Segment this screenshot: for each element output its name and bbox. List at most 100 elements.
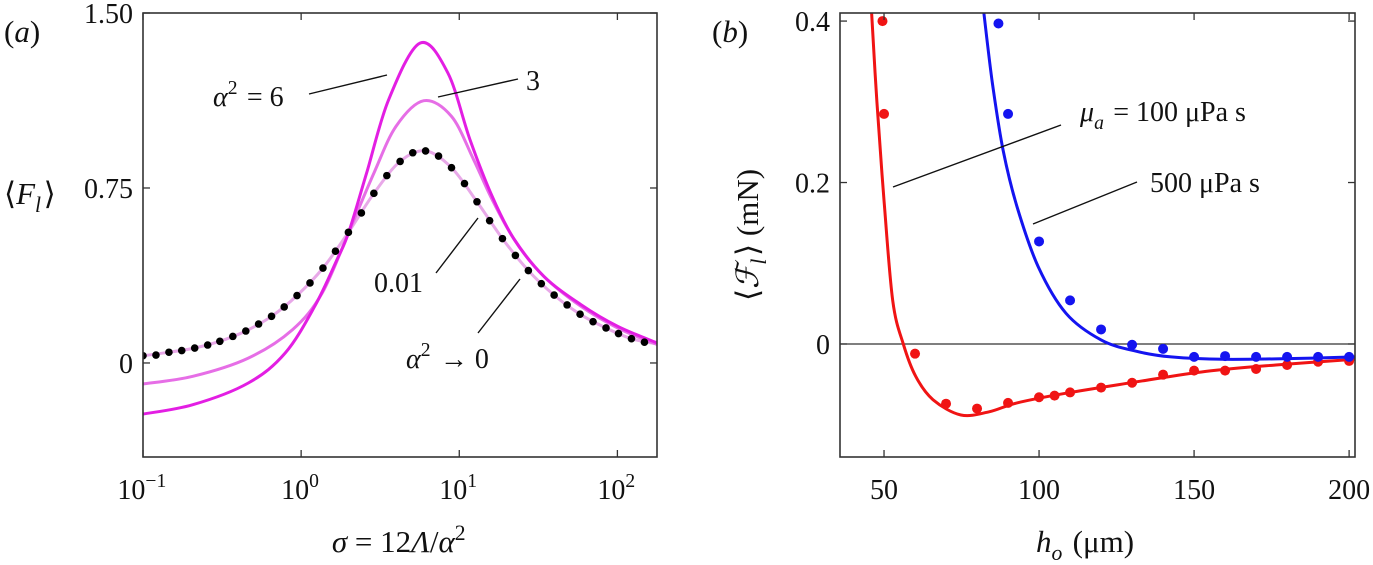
- y-tick-label: 0.2: [795, 169, 830, 200]
- annotation-alpha001: 0.01: [374, 268, 423, 299]
- data-point: [447, 163, 456, 172]
- data-point: [524, 266, 533, 275]
- data-point: [589, 317, 597, 326]
- data-point: [473, 197, 481, 206]
- annotation-leader-mu500: [1032, 181, 1138, 225]
- panel-a-plot-area: [143, 40, 657, 416]
- x-tick-label: 100: [1018, 475, 1060, 506]
- series-points-500-pa-s-data: [993, 18, 1355, 362]
- y-tick-label: 0: [119, 349, 133, 380]
- data-point: [1220, 365, 1231, 376]
- series-line-6: [143, 40, 657, 416]
- data-point: [190, 344, 199, 352]
- data-point: [1096, 382, 1107, 393]
- data-point: [1189, 365, 1200, 376]
- panel-a-ticks: 10−1 100 101 102 1.50 0.75 0: [84, 0, 657, 506]
- x-tick-label: 100: [281, 471, 321, 506]
- data-point: [306, 279, 314, 287]
- data-point: [1127, 339, 1138, 350]
- data-point: [563, 301, 571, 309]
- data-point: [1127, 377, 1138, 388]
- annotation-alpha6: α2 = 6: [213, 78, 284, 113]
- data-point: [614, 329, 623, 338]
- data-point: [331, 247, 340, 256]
- data-point: [267, 312, 276, 321]
- data-point: [344, 228, 353, 237]
- data-point: [910, 348, 921, 359]
- data-point: [1251, 351, 1262, 362]
- data-point: [1096, 324, 1107, 335]
- data-point: [319, 264, 327, 272]
- panel-a-y-axis-label: ⟨Fl ⟩: [4, 176, 56, 217]
- data-point: [1049, 390, 1060, 401]
- panel-a-label: (a): [4, 14, 40, 49]
- y-tick-label: 1.50: [84, 0, 133, 30]
- x-tick-label: 150: [1173, 475, 1215, 506]
- data-point: [229, 332, 237, 341]
- panel-b-ticks: 50 100 150 200 0.4 0.2 0: [795, 7, 1370, 506]
- series-line-500-pa-s-theory: [982, 13, 1355, 361]
- panel-b-x-axis-label: ho (μm): [1036, 524, 1134, 565]
- annotation-alpha0: α2 → 0: [406, 340, 489, 375]
- annotation-mu100: μa = 100 μPa s: [1079, 97, 1246, 134]
- data-point: [383, 171, 391, 180]
- data-point: [1220, 351, 1231, 362]
- data-point: [1282, 351, 1293, 362]
- data-point: [550, 291, 558, 299]
- annotation-mu500: 500 μPa s: [1150, 168, 1260, 199]
- data-point: [293, 291, 301, 300]
- data-point: [1065, 295, 1076, 306]
- data-point: [627, 334, 636, 343]
- data-point: [993, 18, 1004, 29]
- annotation-leader-mu100: [892, 124, 1062, 188]
- data-point: [1065, 387, 1076, 398]
- y-tick-label: 0.4: [795, 7, 830, 38]
- data-point: [498, 234, 507, 243]
- data-point: [602, 324, 610, 332]
- x-tick-label: 10−1: [117, 471, 168, 506]
- data-point: [460, 179, 469, 188]
- data-point: [1189, 351, 1200, 362]
- x-tick-label: 200: [1328, 475, 1370, 506]
- panel-a: (a) 10−1 100 101 102 1.50 0.75 0 ⟨Fl ⟩ σ =…: [4, 0, 658, 559]
- panel-b-frame: [839, 12, 1356, 458]
- data-point: [177, 346, 186, 355]
- x-tick-label: 50: [870, 475, 898, 506]
- data-point: [1158, 369, 1169, 380]
- data-point: [1158, 343, 1169, 354]
- data-point: [434, 152, 443, 160]
- data-point: [485, 216, 494, 225]
- data-point: [143, 351, 147, 360]
- data-point: [1003, 108, 1014, 119]
- x-tick-label: 101: [439, 471, 479, 506]
- data-point: [203, 341, 212, 349]
- data-point: [165, 348, 173, 357]
- annotation-leader-alpha6: [308, 74, 388, 95]
- data-point: [511, 251, 520, 260]
- panel-b: (b) 50 100 150 200 0.4 0.2 0 ⟨ℱl ⟩ (mN) ho (μm…: [712, 7, 1370, 565]
- panel-a-x-axis-label: σ = 12Λ/α2: [332, 521, 468, 559]
- data-point: [216, 337, 224, 346]
- data-point: [879, 108, 890, 119]
- data-point: [396, 157, 404, 166]
- annotation-leader-alpha001: [435, 217, 479, 274]
- data-point: [972, 403, 983, 414]
- data-point: [1344, 351, 1355, 362]
- panel-b-plot-area: [870, 13, 1355, 418]
- data-point: [408, 148, 417, 157]
- data-point: [640, 338, 649, 347]
- data-point: [1003, 397, 1014, 408]
- annotation-leader-alpha0: [477, 278, 521, 334]
- data-point: [1251, 364, 1262, 375]
- series-line-0-01: [143, 149, 657, 358]
- series-line-a-100-pa-s-theory: [870, 13, 1355, 418]
- data-point: [152, 351, 160, 359]
- series-points-0: [143, 147, 649, 360]
- data-point: [1034, 236, 1045, 247]
- data-point: [357, 209, 366, 217]
- y-tick-label: 0.75: [84, 174, 133, 205]
- data-point: [1282, 359, 1293, 370]
- series-points-a-100-pa-s-data: [877, 16, 1355, 414]
- panel-b-y-axis-label: ⟨ℱl ⟩ (mN): [730, 169, 771, 301]
